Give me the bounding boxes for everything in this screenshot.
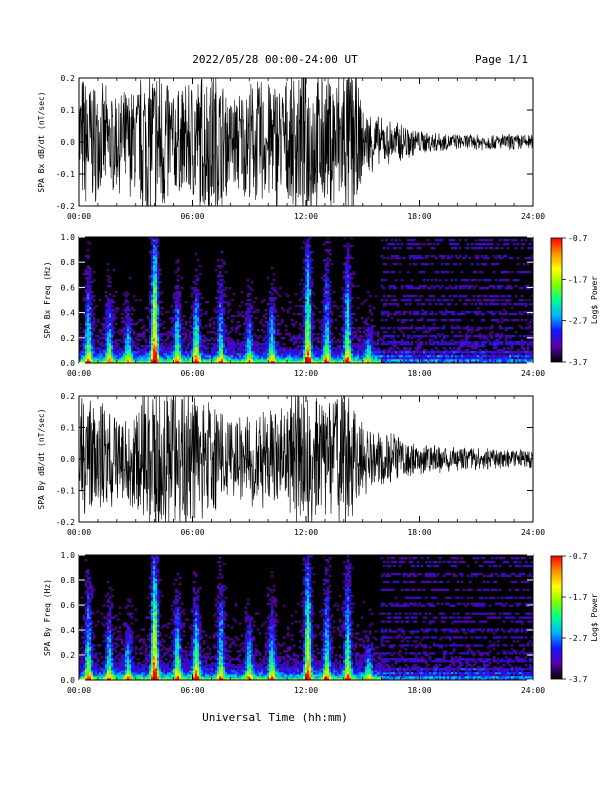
by-time-series-trace (79, 396, 533, 522)
bx-time-series-x-tick-label: 18:00 (407, 212, 431, 221)
bx-time-series-trace (79, 78, 533, 206)
bx-spectrogram-y-tick-label: 0.4 (61, 309, 76, 318)
by-spectrogram-x-tick-label: 24:00 (521, 686, 545, 695)
bx-spectrogram-x-tick-label: 12:00 (294, 369, 318, 378)
bx-spectrogram-x-tick-label: 18:00 (407, 369, 431, 378)
bx-time-series-x-tick-label: 12:00 (294, 212, 318, 221)
bx-time-series-y-tick-label: 0.0 (61, 138, 76, 147)
bx-spectrogram-colorbar (550, 237, 563, 363)
by-spectrogram-y-tick-label: 0.4 (61, 626, 76, 635)
bx-spectrogram-colorbar-tick-label: -2.7 (568, 317, 587, 326)
figure-title: 2022/05/28 00:00-24:00 UT (192, 53, 358, 66)
bx-spectrogram-x-tick-label: 00:00 (67, 369, 91, 378)
bx-spectrogram-cells (79, 237, 533, 363)
bx-time-series-y-tick-label: -0.1 (56, 170, 75, 179)
by-time-series-y-axis-label: SPA By dB/dt (nT/sec) (37, 408, 46, 509)
by-time-series-y-tick-label: -0.2 (56, 518, 75, 527)
by-spectrogram-x-tick-label: 06:00 (180, 686, 204, 695)
by-time-series-x-tick-label: 24:00 (521, 528, 545, 537)
by-time-series-y-tick-label: 0.1 (61, 424, 76, 433)
by-spectrogram-x-tick-label: 00:00 (67, 686, 91, 695)
bx-time-series-x-tick-label: 00:00 (67, 212, 91, 221)
by-spectrogram-panel: -0.7 -1.7 -2.7 -3.7 Log$ Power 00:00 06:00 12:0… (43, 551, 599, 695)
bx-spectrogram-y-tick-label: 0.2 (61, 334, 76, 343)
bx-spectrogram-colorbar-tick-label: -3.7 (568, 358, 587, 367)
bx-time-series-panel: 00:00 06:00 12:00 18:00 24:00 -0.2 -0.1 0.0 0.1 0… (37, 74, 545, 221)
by-spectrogram-colorbar-tick-label: -0.7 (568, 552, 587, 561)
by-time-series-panel: 00:00 06:00 12:00 18:00 24:00 -0.2 -0.1 0.0 0.1 0… (37, 392, 545, 537)
bx-spectrogram-colorbar-label: Log$ Power (590, 276, 599, 324)
bx-spectrogram-y-axis-label: SPA Bx Freq (Hz) (43, 261, 52, 338)
bx-spectrogram-y-tick-label: 0.6 (61, 283, 76, 292)
by-spectrogram-colorbar-tick-label: -1.7 (568, 593, 587, 602)
by-spectrogram-x-tick-label: 12:00 (294, 686, 318, 695)
bx-time-series-y-axis-label: SPA Bx dB/dt (nT/sec) (37, 91, 46, 192)
by-spectrogram-colorbar (550, 555, 563, 680)
by-spectrogram-y-tick-label: 0.2 (61, 651, 76, 660)
by-spectrogram-colorbar-tick-label: -2.7 (568, 634, 587, 643)
by-spectrogram-y-axis-label: SPA By Freq (Hz) (43, 579, 52, 656)
by-spectrogram-cells (79, 555, 533, 680)
by-spectrogram-colorbar-label: Log$ Power (590, 593, 599, 641)
bx-spectrogram-y-tick-label: 1.0 (61, 233, 76, 242)
bx-spectrogram-x-tick-label: 24:00 (521, 369, 545, 378)
bx-spectrogram-colorbar-tick-label: -1.7 (568, 275, 587, 284)
bx-time-series-y-tick-label: 0.1 (61, 106, 76, 115)
bx-spectrogram-colorbar-tick-label: -0.7 (568, 234, 587, 243)
bx-spectrogram-y-tick-label: 0.8 (61, 258, 76, 267)
bx-time-series-x-tick-label: 24:00 (521, 212, 545, 221)
by-spectrogram-y-tick-label: 0.0 (61, 676, 76, 685)
by-time-series-y-tick-label: 0.2 (61, 392, 76, 401)
bx-spectrogram-x-tick-label: 06:00 (180, 369, 204, 378)
by-spectrogram-x-tick-label: 18:00 (407, 686, 431, 695)
bx-spectrogram-y-tick-label: 0.0 (61, 359, 76, 368)
by-time-series-x-tick-label: 12:00 (294, 528, 318, 537)
by-time-series-x-tick-label: 18:00 (407, 528, 431, 537)
by-time-series-x-tick-label: 00:00 (67, 528, 91, 537)
by-spectrogram-y-tick-label: 0.8 (61, 576, 76, 585)
bx-time-series-y-tick-label: 0.2 (61, 74, 76, 83)
bx-time-series-x-tick-label: 06:00 (180, 212, 204, 221)
bx-time-series-y-tick-label: -0.2 (56, 202, 75, 211)
page-indicator: Page 1/1 (475, 53, 528, 66)
bx-spectrogram-panel: -0.7 -1.7 -2.7 -3.7 Log$ Power 00:00 06:00 12:0… (43, 233, 599, 378)
by-time-series-y-tick-label: 0.0 (61, 455, 76, 464)
by-time-series-x-tick-label: 06:00 (180, 528, 204, 537)
by-time-series-y-tick-label: -0.1 (56, 487, 75, 496)
by-spectrogram-y-tick-label: 1.0 (61, 551, 76, 560)
by-spectrogram-colorbar-tick-label: -3.7 (568, 675, 587, 684)
x-axis-label: Universal Time (hh:mm) (202, 711, 348, 724)
by-spectrogram-y-tick-label: 0.6 (61, 601, 76, 610)
